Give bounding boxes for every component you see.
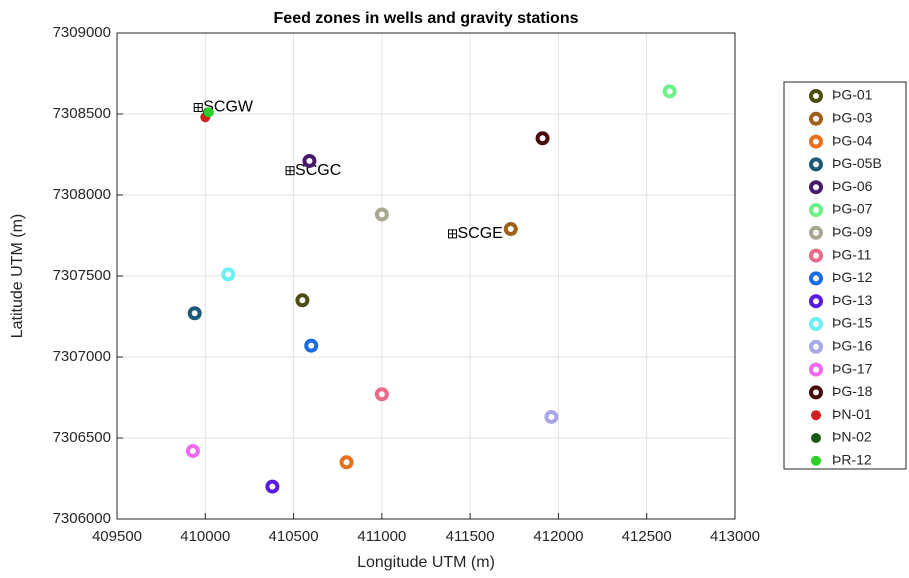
point [374, 387, 389, 402]
y-tick-label: 7307000 [53, 348, 111, 365]
legend-marker [809, 271, 823, 286]
point [662, 84, 677, 99]
legend-marker [809, 362, 823, 377]
station-label: SCGE [457, 225, 502, 242]
chart-title: Feed zones in wells and gravity stations [274, 10, 579, 27]
legend-marker [809, 339, 823, 354]
legend-marker [809, 89, 823, 103]
station-cross [448, 229, 457, 238]
legend-label: ÞG-04 [832, 132, 873, 148]
legend-marker [809, 317, 823, 331]
y-axis-label: Latitude UTM (m) [9, 214, 26, 338]
point [503, 222, 518, 237]
legend-label: ÞG-01 [832, 87, 873, 103]
station-label: SCGC [295, 162, 341, 179]
legend-marker [809, 134, 823, 149]
y-tick-label: 7306500 [53, 429, 111, 446]
point [544, 409, 559, 424]
point [304, 338, 319, 353]
x-tick-label: 413000 [710, 528, 760, 545]
legend-label: ÞG-17 [832, 360, 873, 376]
legend-label: ÞG-18 [832, 383, 873, 399]
point [374, 207, 389, 222]
legend-label: ÞG-13 [832, 292, 873, 308]
point [185, 443, 200, 458]
legend-label: ÞG-12 [832, 269, 873, 285]
x-tick-label: 410000 [180, 528, 230, 545]
legend-marker [809, 203, 823, 217]
legend-marker [811, 433, 821, 443]
point [221, 267, 236, 282]
legend-marker [809, 294, 823, 309]
legend-marker [809, 180, 823, 195]
legend-label: ÞG-11 [832, 246, 872, 262]
x-tick-label: 411000 [357, 528, 406, 545]
legend-marker [811, 410, 821, 421]
y-tick-label: 7308500 [53, 105, 111, 122]
y-tick-label: 7306000 [53, 510, 111, 527]
legend-marker [809, 248, 823, 263]
legend-label: ÞG-03 [832, 110, 873, 126]
x-tick-label: 412500 [622, 528, 672, 545]
x-tick-label: 410500 [269, 528, 319, 545]
legend-label: ÞG-06 [832, 178, 873, 194]
point [187, 306, 202, 321]
y-tick-label: 7308000 [53, 186, 111, 203]
station-cross [194, 103, 203, 112]
legend-marker [809, 385, 823, 400]
y-tick-label: 7307500 [53, 267, 111, 284]
station-cross [286, 166, 295, 175]
legend-label: ÞN-01 [832, 406, 872, 422]
x-tick-label: 412000 [533, 528, 583, 545]
point [339, 455, 354, 470]
legend-label: ÞR-12 [832, 452, 872, 468]
legend-label: ÞN-02 [832, 429, 872, 445]
legend-label: ÞG-07 [832, 201, 873, 217]
point [535, 131, 550, 146]
point [302, 153, 317, 168]
legend-marker [809, 157, 823, 172]
legend-label: ÞG-15 [832, 315, 873, 331]
y-tick-label: 7309000 [53, 24, 111, 41]
point [203, 107, 214, 118]
plot-frame [116, 32, 736, 520]
point [265, 479, 280, 494]
legend-label: ÞG-09 [832, 224, 873, 240]
legend-marker [809, 111, 823, 126]
legend-label: ÞG-05B [832, 155, 882, 171]
legend-marker [811, 455, 821, 466]
x-axis-label: Longitude UTM (m) [357, 554, 495, 571]
legend-marker [809, 225, 823, 240]
x-tick-label: 409500 [92, 528, 142, 545]
legend-box [783, 81, 907, 470]
legend-label: ÞG-16 [832, 338, 873, 354]
x-tick-label: 411500 [446, 528, 495, 545]
station-label: SCGW [203, 99, 254, 116]
point [295, 293, 310, 308]
